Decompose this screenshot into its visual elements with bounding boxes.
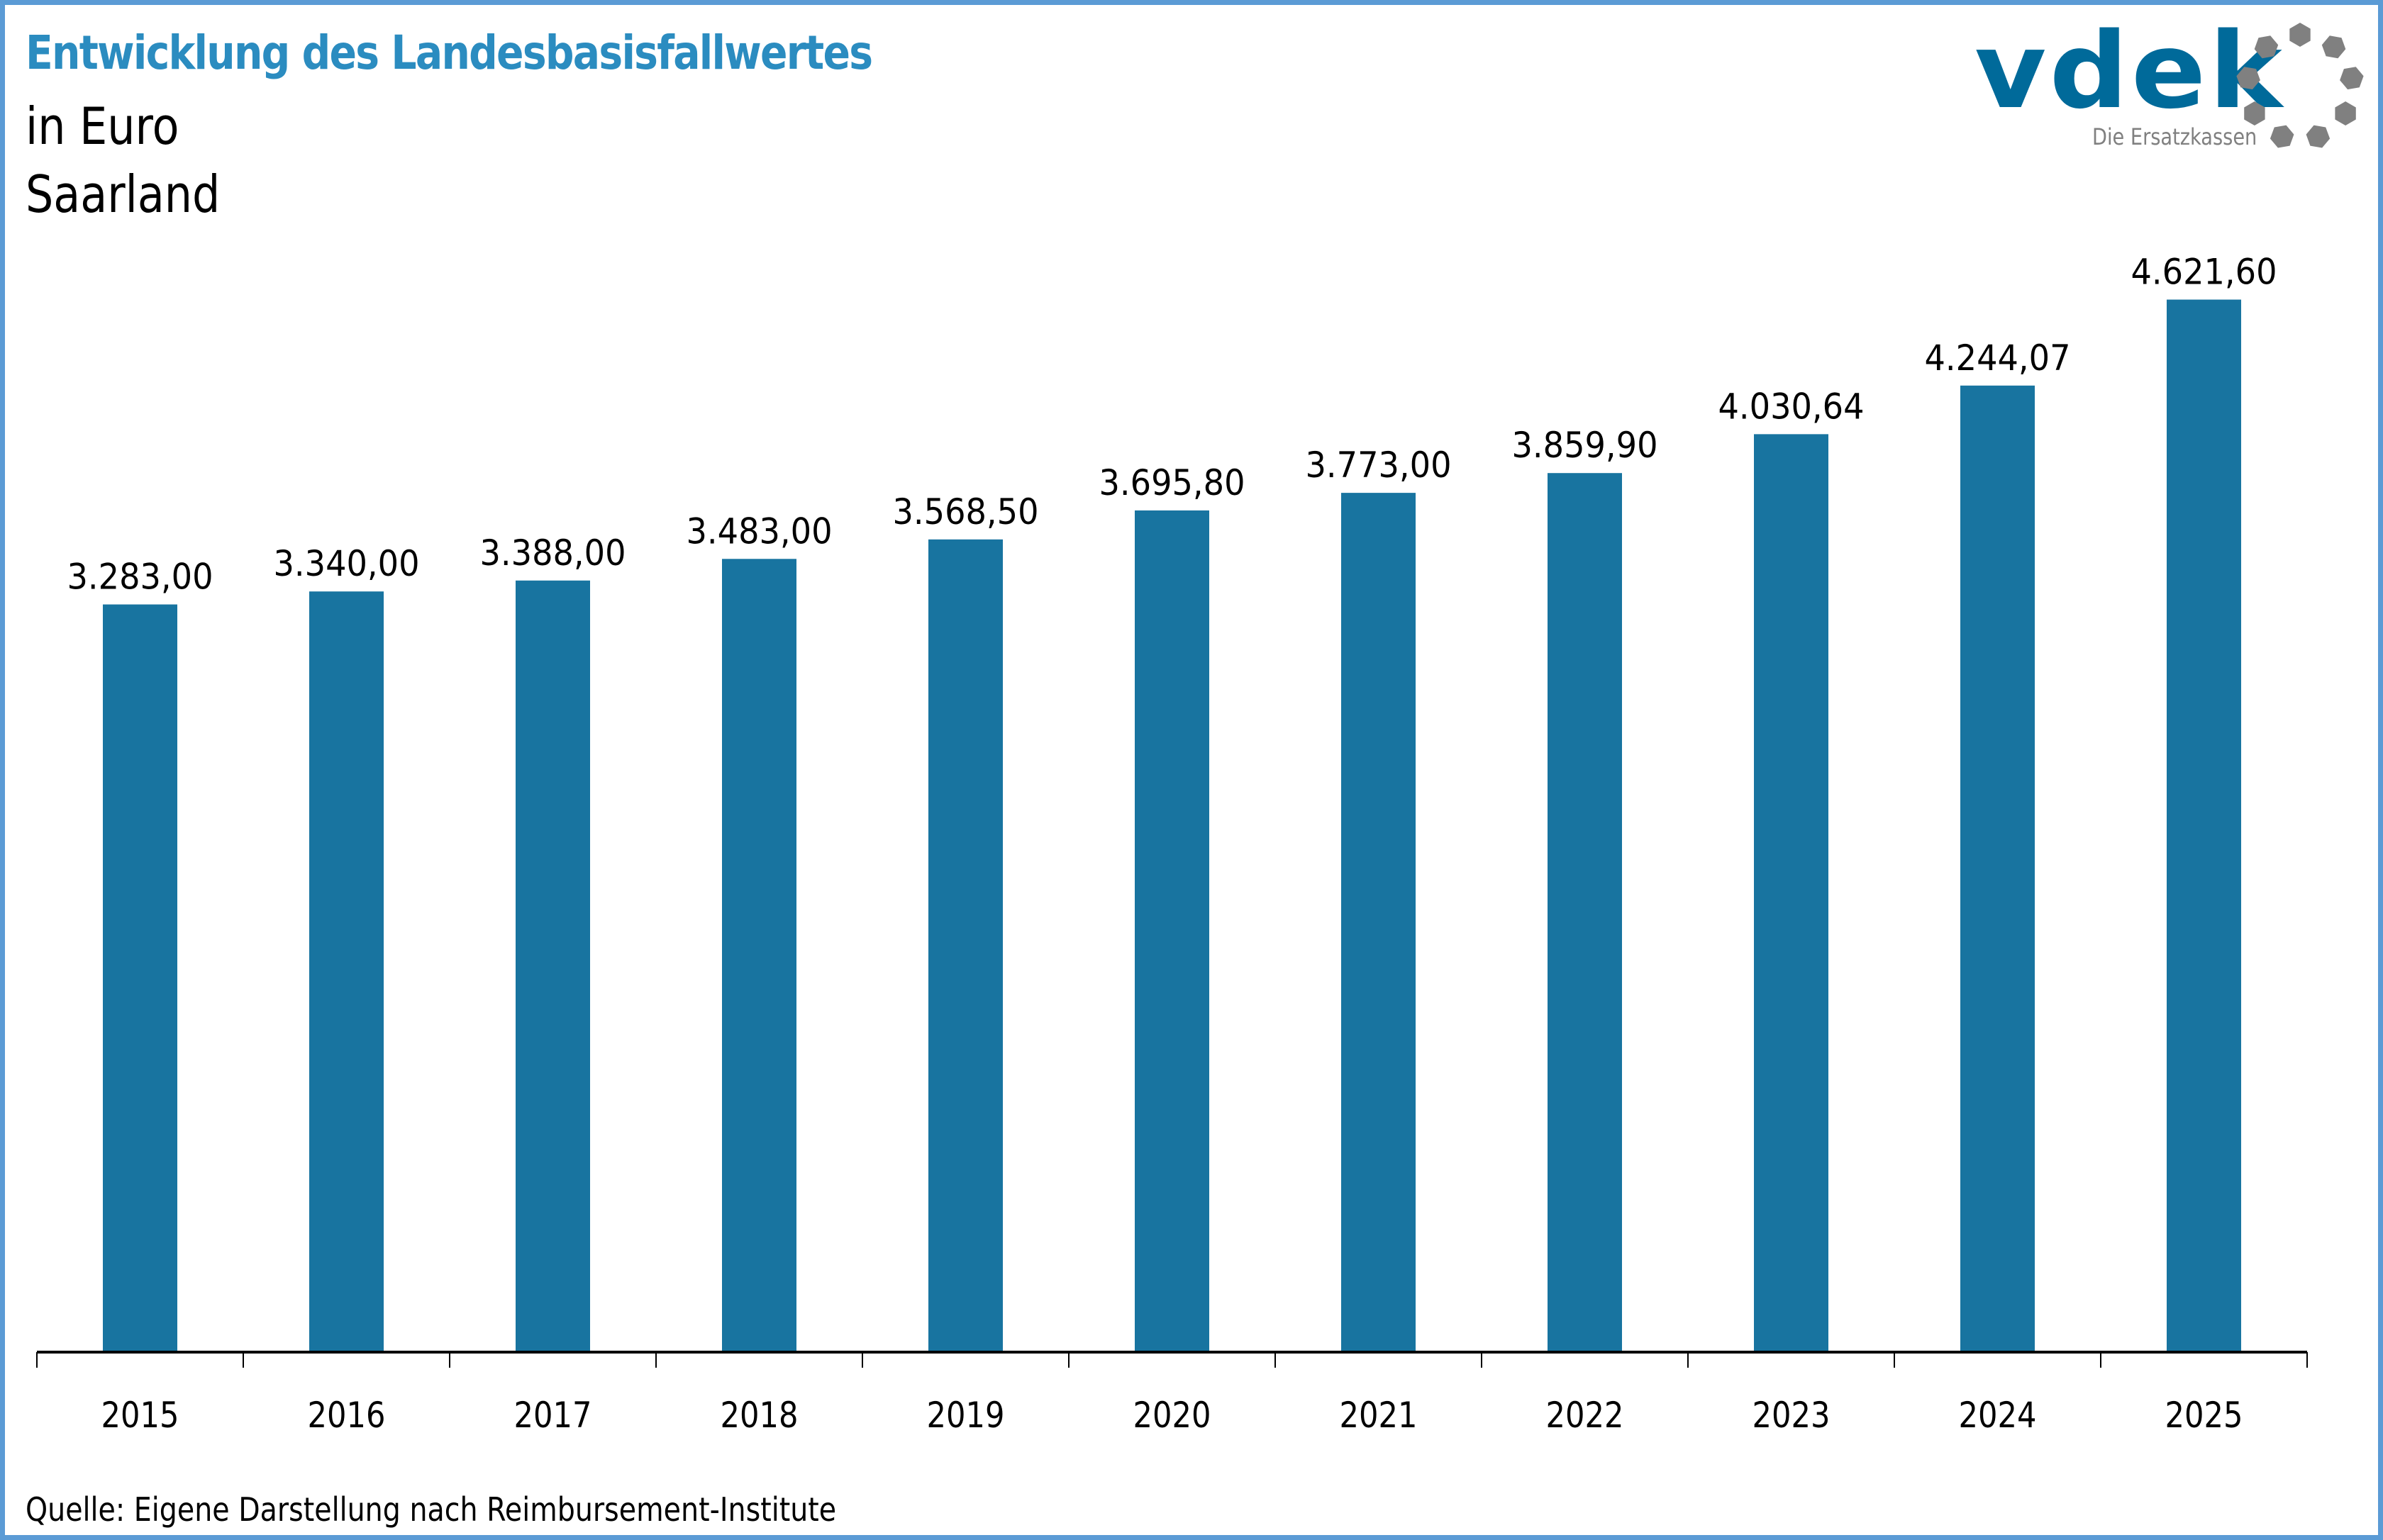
bar-2015 [103,604,177,1352]
bar-2023 [1754,434,1828,1353]
bar-2021 [1341,493,1416,1352]
data-label-2022: 3.859,90 [1512,425,1658,466]
x-tick-label-2023: 2023 [1752,1395,1831,1436]
bar-2020 [1135,510,1209,1352]
data-label-2019: 3.568,50 [893,491,1039,532]
x-tick-label-2020: 2020 [1133,1395,1211,1436]
x-tick-label-2024: 2024 [1959,1395,2037,1436]
data-label-2020: 3.695,80 [1099,462,1245,503]
x-tick-label-2018: 2018 [721,1395,799,1436]
chart-title: Entwicklung des Landesbasisfallwertes [26,26,873,80]
source-note: Quelle: Eigene Darstellung nach Reimburs… [26,1490,837,1529]
logo-ring-segment [2340,67,2364,90]
data-label-2024: 4.244,07 [1925,337,2071,379]
data-label-2023: 4.030,64 [1718,386,1865,427]
x-tick-label-2022: 2022 [1546,1395,1624,1436]
bar-2017 [516,580,590,1352]
bar-2022 [1548,473,1622,1352]
x-tick-label-2025: 2025 [2165,1395,2243,1436]
logo-ring-segment [2236,67,2260,90]
logo-ring-segment [2289,23,2311,47]
logo-ring-segment [2270,125,2294,148]
data-label-2017: 3.388,00 [480,532,626,574]
logo-ring-segment [2244,101,2265,125]
x-tick-label-2019: 2019 [927,1395,1005,1436]
data-label-2016: 3.340,00 [274,543,420,584]
x-tick-label-2017: 2017 [514,1395,592,1436]
logo-ring-segment [2321,35,2346,59]
chart-subtitle-unit: in Euro [26,96,179,156]
data-label-2021: 3.773,00 [1306,445,1452,486]
vdek-logo: vdek Die Ersatzkassen [1972,10,2369,155]
bar-2019 [928,539,1003,1352]
bar-2025 [2167,299,2241,1352]
logo-ring-icon [2236,23,2364,148]
bar-2018 [722,559,796,1352]
data-label-2018: 3.483,00 [687,510,833,552]
x-tick-label-2016: 2016 [308,1395,386,1436]
x-tick-label-2015: 2015 [101,1395,179,1436]
logo-wordmark: vdek [1974,10,2286,132]
data-label-2015: 3.283,00 [67,557,213,598]
bar-2024 [1960,385,2035,1352]
chart-subtitle-region: Saarland [26,164,221,224]
logo-ring-segment [2306,125,2331,148]
logo-ring-segment [2335,101,2356,125]
x-tick-label-2021: 2021 [1340,1395,1418,1436]
bar-2016 [309,591,384,1352]
logo-ring-segment [2254,35,2279,59]
logo-tagline: Die Ersatzkassen [2092,123,2257,150]
data-label-2025: 4.621,60 [2131,252,2277,293]
